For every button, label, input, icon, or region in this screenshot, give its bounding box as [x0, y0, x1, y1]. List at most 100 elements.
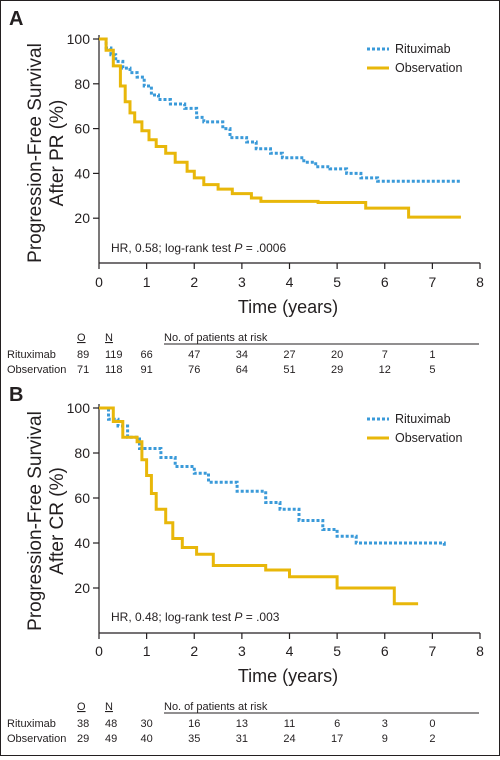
panel-a: A Progression-Free Survival After PR (%)…	[7, 8, 484, 376]
panel-a-y-tick-label: 80	[74, 76, 90, 92]
panel-a-annotation-value: = .0006	[242, 241, 286, 255]
panel-a-x-tick-label: 1	[143, 274, 151, 290]
panel-a-plot: 0 1 2 3 4 5 6 7 8 20 40 60 80 100	[67, 31, 484, 290]
panel-a-risk-table: O N No. of patients at risk Rituximab 89 1…	[7, 332, 479, 376]
panel-a-risk-col-n: N	[105, 332, 113, 344]
panel-a-xlabel: Time (years)	[238, 297, 338, 317]
panel-a-risk-cell: 20	[331, 349, 343, 361]
panel-a-risk-cell: 66	[141, 349, 153, 361]
panel-a-y-tick-label: 20	[74, 210, 90, 226]
panel-b-x-tick-label: 2	[190, 643, 198, 659]
panel-a-x-tick-label: 0	[95, 274, 103, 290]
panel-a-risk-cell: 91	[141, 364, 153, 376]
panel-a-y-tick-label: 100	[67, 31, 91, 47]
panel-a-risk-cell: 76	[188, 364, 200, 376]
panel-a-risk-cell: 34	[236, 349, 248, 361]
panel-a-x-tick-label: 3	[238, 274, 246, 290]
panel-b-series-rituximab	[99, 406, 446, 548]
panel-b-risk-row-o: 29	[77, 733, 89, 745]
panel-b-x-tick-label: 6	[381, 643, 389, 659]
panel-a-risk-cell: 12	[379, 364, 391, 376]
panel-b-ylabel-line2: After CR (%)	[47, 467, 68, 575]
panel-a-annotation: HR, 0.58; log-rank test P = .0006	[111, 241, 286, 255]
panel-b-x-tick-label: 3	[238, 643, 246, 659]
panel-a-x-tick-label: 7	[428, 274, 436, 290]
panel-b: B Progression-Free Survival After CR (%)…	[7, 384, 484, 745]
panel-b-x-tick-label: 7	[428, 643, 436, 659]
panel-b-ylabel-line1: Progression-Free Survival	[25, 411, 46, 631]
panel-b-risk-cell: 24	[283, 733, 295, 745]
panel-b-annotation-text: HR, 0.48; log-rank test	[111, 610, 234, 624]
panel-a-annotation-text: HR, 0.58; log-rank test	[111, 241, 234, 255]
panel-b-risk-col-n: N	[105, 701, 113, 713]
panel-a-risk-cell: 64	[236, 364, 248, 376]
panel-a-risk-cell: 27	[283, 349, 295, 361]
panel-a-ylabel-line2: After PR (%)	[47, 100, 68, 207]
panel-b-y-tick-label: 60	[74, 490, 90, 506]
panel-a-y-tick-label: 40	[74, 165, 90, 181]
panel-b-risk-row-n: 48	[105, 718, 117, 730]
panel-a-risk-cell: 1	[429, 349, 435, 361]
panel-b-annotation: HR, 0.48; log-rank test P = .003	[111, 610, 280, 624]
panel-b-annotation-p: P	[234, 610, 242, 624]
panel-a-risk-row-n: 119	[105, 349, 123, 361]
panel-a-risk-header: No. of patients at risk	[164, 332, 268, 344]
panel-a-legend: Rituximab Observation	[367, 42, 462, 75]
panel-b-y-tick-label: 80	[74, 445, 90, 461]
panel-b-risk-cell: 30	[141, 718, 153, 730]
panel-b-risk-cell: 13	[236, 718, 248, 730]
panel-b-risk-cell: 31	[236, 733, 248, 745]
panel-a-x-tick-label: 6	[381, 274, 389, 290]
panel-a-risk-row-label: Rituximab	[7, 349, 56, 361]
panel-b-risk-cell: 35	[188, 733, 200, 745]
panel-a-risk-cell: 51	[283, 364, 295, 376]
panel-b-risk-cell: 16	[188, 718, 200, 730]
panel-b-y-tick-label: 100	[67, 400, 91, 416]
panel-a-risk-cell: 29	[331, 364, 343, 376]
panel-a-risk-row-o: 89	[77, 349, 89, 361]
panel-b-legend: Rituximab Observation	[367, 412, 462, 445]
panel-b-x-tick-label: 5	[333, 643, 341, 659]
panel-a-risk-cell: 47	[188, 349, 200, 361]
panel-b-risk-cell: 9	[382, 733, 388, 745]
panel-b-legend-label-observation: Observation	[395, 431, 462, 445]
panel-a-legend-label-rituximab: Rituximab	[395, 42, 451, 56]
panel-a-annotation-p: P	[234, 241, 242, 255]
panel-a-series-observation	[99, 37, 461, 219]
panel-b-risk-row-label: Observation	[7, 733, 66, 745]
panel-a-x-tick-label: 4	[286, 274, 294, 290]
panel-b-risk-header: No. of patients at risk	[164, 701, 268, 713]
panel-b-annotation-value: = .003	[242, 610, 279, 624]
panel-a-risk-row-n: 118	[105, 364, 123, 376]
panel-a-y-tick-label: 60	[74, 121, 90, 137]
panel-b-series-observation	[99, 406, 419, 606]
panel-b-letter: B	[9, 384, 23, 406]
panel-b-risk-cell: 0	[429, 718, 435, 730]
panel-a-x-tick-label: 8	[476, 274, 484, 290]
panel-b-y-tick-label: 40	[74, 535, 90, 551]
panel-b-x-tick-label: 8	[476, 643, 484, 659]
panel-b-risk-cell: 6	[334, 718, 340, 730]
panel-b-legend-label-rituximab: Rituximab	[395, 412, 451, 426]
panel-b-x-tick-label: 4	[286, 643, 294, 659]
panel-b-risk-cell: 40	[141, 733, 153, 745]
panel-b-plot: 0 1 2 3 4 5 6 7 8 20 40 60 80 100	[67, 400, 484, 659]
panel-b-risk-row-o: 38	[77, 718, 89, 730]
panel-a-x-tick-label: 5	[333, 274, 341, 290]
panel-b-risk-cell: 17	[331, 733, 343, 745]
panel-a-letter: A	[9, 8, 23, 30]
panel-a-x-tick-label: 2	[190, 274, 198, 290]
panel-a-risk-row-o: 71	[77, 364, 89, 376]
panel-b-x-tick-label: 1	[143, 643, 151, 659]
panel-b-risk-row-label: Rituximab	[7, 718, 56, 730]
panel-b-x-tick-label: 0	[95, 643, 103, 659]
panel-b-risk-col-o: O	[77, 701, 86, 713]
panel-a-risk-cell: 7	[382, 349, 388, 361]
panel-a-ylabel-line1: Progression-Free Survival	[25, 43, 46, 263]
panel-b-risk-cell: 3	[382, 718, 388, 730]
panel-b-risk-cell: 2	[429, 733, 435, 745]
